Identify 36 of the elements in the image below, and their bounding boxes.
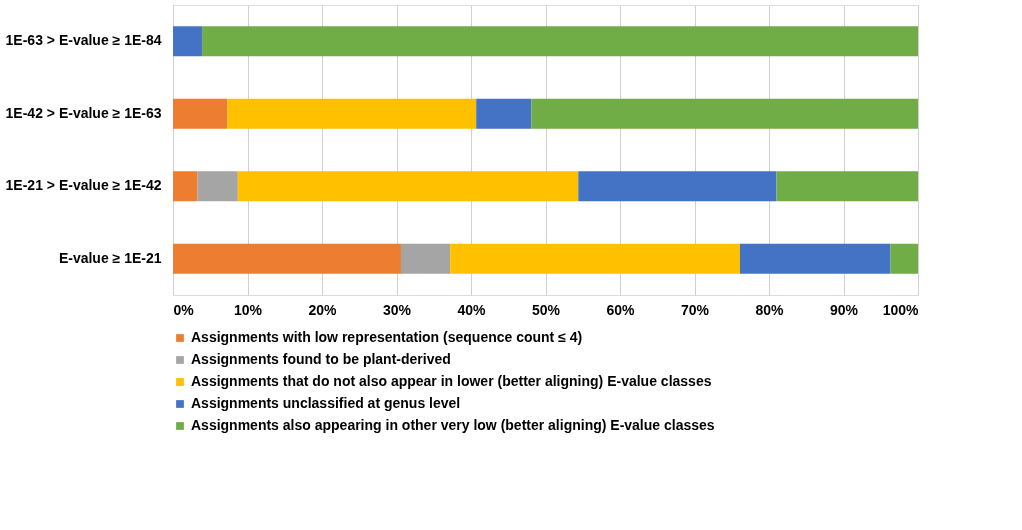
x-tick-label: 90% xyxy=(829,301,859,318)
legend-label: Assignments found to be plant-derived xyxy=(191,351,451,367)
bar xyxy=(578,171,777,202)
legend-label: Assignments with low representation (sequence count ≤ 4) xyxy=(191,329,583,345)
x-tick-label: 70% xyxy=(680,301,710,318)
y-tick-label: 1E-63 > E-value ≥ 1E-84 xyxy=(5,32,162,49)
bar xyxy=(739,243,891,274)
x-tick-label: 40% xyxy=(457,301,487,318)
bar xyxy=(890,243,918,274)
x-tick-label: 80% xyxy=(755,301,785,318)
bar xyxy=(173,171,198,202)
x-tick-label: 0% xyxy=(173,301,195,318)
legend-label: Assignments also appearing in other very low (better aligning) E-value classes xyxy=(191,417,715,433)
bar xyxy=(173,26,203,57)
bar xyxy=(237,171,579,202)
legend-label: Assignments that do not also appear in lower (better aligning) E-value classes xyxy=(191,373,712,389)
bar xyxy=(173,98,228,129)
x-tick-label: 50% xyxy=(531,301,561,318)
bar xyxy=(400,243,451,274)
y-tick-label: 1E-42 > E-value ≥ 1E-63 xyxy=(5,104,162,121)
x-tick-label: 60% xyxy=(606,301,636,318)
bar xyxy=(227,98,477,129)
x-tick-label: 20% xyxy=(308,301,338,318)
bar xyxy=(202,26,918,57)
y-tick-label: 1E-21 > E-value ≥ 1E-42 xyxy=(5,177,162,194)
bar xyxy=(776,171,918,202)
legend-label: Assignments unclassified at genus level xyxy=(191,395,461,411)
y-tick-label: E-value ≥ 1E-21 xyxy=(58,249,162,266)
bar xyxy=(197,171,238,202)
x-tick-label: 100% xyxy=(882,301,920,318)
x-tick-label: 10% xyxy=(233,301,263,318)
bar xyxy=(476,98,532,129)
x-tick-label: 30% xyxy=(382,301,412,318)
bar xyxy=(173,243,401,274)
bar xyxy=(450,243,740,274)
bar xyxy=(531,98,918,129)
